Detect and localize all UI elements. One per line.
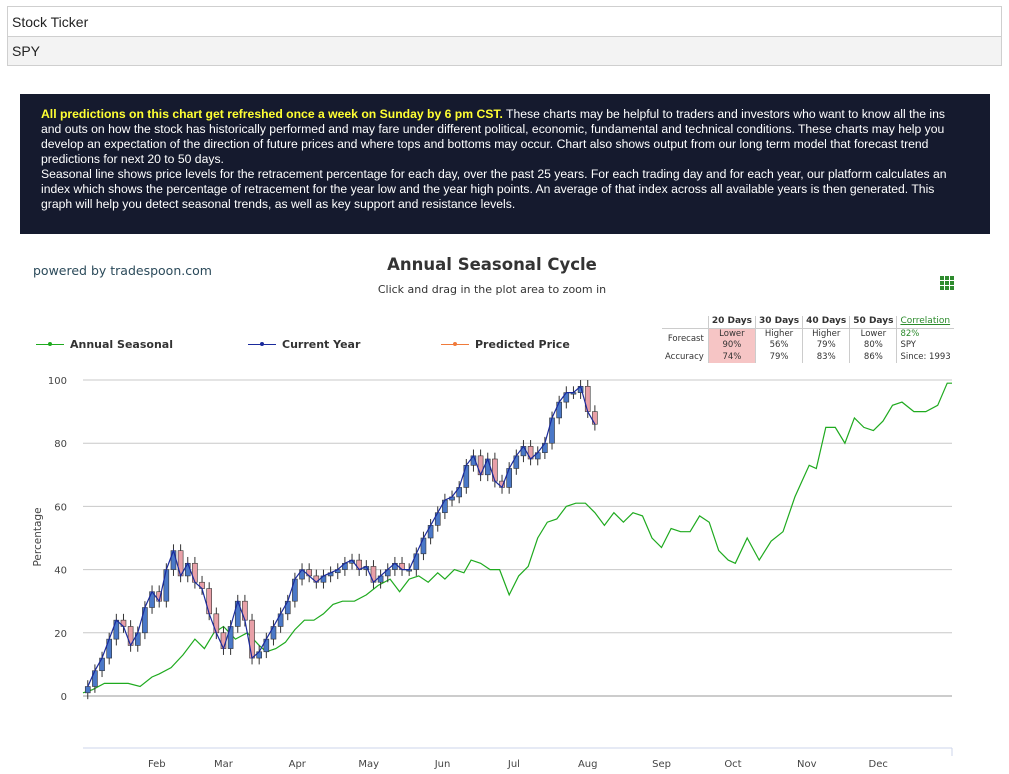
candle-body: [92, 670, 98, 687]
candle-body: [556, 401, 562, 419]
candle-body: [270, 626, 277, 640]
candle-body: [206, 588, 212, 615]
correlation-value: 82%: [896, 328, 954, 340]
accuracy-row-label: Accuracy: [665, 351, 704, 362]
grid-layer: [83, 379, 952, 697]
stock-ticker-input[interactable]: SPY: [7, 36, 1002, 66]
candle-body: [192, 562, 198, 583]
y-tick-label: 40: [54, 566, 67, 577]
candle-body: [442, 499, 448, 514]
candle-body: [106, 638, 112, 659]
series-layer: [82, 380, 952, 700]
candle-body: [170, 550, 177, 570]
y-tick-label: 60: [54, 502, 67, 513]
y-tick-label: 80: [54, 439, 67, 450]
legend-line-icon: [248, 342, 276, 346]
forecast-direction-20: Lower: [707, 328, 756, 340]
legend-label: Predicted Price: [475, 338, 570, 351]
x-tick-label: Jul: [507, 759, 520, 770]
chart-title: Annual Seasonal Cycle: [387, 255, 597, 274]
candle-body: [420, 537, 427, 555]
candle-body: [492, 458, 498, 482]
candle-body: [506, 468, 512, 488]
axis-layer: 0 20 40 60 80 100 Feb Mar Apr May Jun Jul Aug Sep Oct N…: [48, 376, 953, 770]
info-text-2: Seasonal line shows price levels for the…: [41, 167, 947, 211]
candle-body: [284, 600, 291, 615]
x-tick-label: Nov: [797, 759, 817, 770]
forecast-direction-50: Lower: [849, 328, 897, 340]
correlation-ticker: SPY: [896, 340, 954, 352]
header-20-days: 20 Days: [707, 316, 756, 329]
candle-body: [413, 553, 420, 570]
candle-body: [370, 566, 377, 583]
correlation-since: Since: 1993: [896, 351, 954, 363]
candle-body: [427, 525, 434, 539]
candle-body: [220, 632, 227, 649]
accuracy-50: 86%: [849, 351, 897, 363]
candle-body: [242, 600, 248, 621]
accuracy-20: 74%: [707, 351, 756, 363]
legend-current-year[interactable]: Current Year: [248, 338, 360, 351]
x-tick-label: Apr: [289, 759, 307, 770]
current-year-line: [87, 385, 596, 687]
header-30-days: 30 Days: [754, 316, 803, 329]
candle-body: [292, 578, 298, 602]
candle-body: [584, 386, 591, 412]
forecast-table: 20 Days 30 Days 40 Days 50 Days Correlat…: [662, 316, 954, 363]
grid-menu-icon[interactable]: [940, 276, 954, 290]
info-panel: All predictions on this chart get refres…: [20, 94, 990, 234]
stock-ticker-label: Stock Ticker: [7, 6, 1002, 37]
y-tick-label: 100: [48, 376, 67, 387]
info-text-1: These charts may be helpful to traders a…: [41, 107, 946, 166]
legend-annual-seasonal[interactable]: Annual Seasonal: [36, 338, 173, 351]
x-tick-label: Dec: [869, 759, 888, 770]
x-tick-label: Mar: [214, 759, 234, 770]
forecast-prob-40: 79%: [802, 340, 850, 352]
candle-body: [134, 632, 141, 646]
x-tick-label: Feb: [148, 759, 166, 770]
x-tick-label: Oct: [724, 759, 741, 770]
y-axis-label: Percentage: [32, 507, 44, 566]
x-tick-label: Sep: [652, 759, 671, 770]
y-tick-label: 20: [54, 629, 67, 640]
forecast-prob-50: 80%: [849, 340, 897, 352]
y-tick-label: 0: [61, 692, 67, 703]
candle-body: [113, 619, 120, 640]
candle-body: [249, 619, 255, 659]
candle-body: [592, 411, 598, 425]
accuracy-40: 83%: [802, 351, 850, 363]
refresh-notice: All predictions on this chart get refres…: [41, 107, 503, 121]
header-40-days: 40 Days: [802, 316, 850, 329]
candle-body: [163, 569, 170, 602]
forecast-prob-20: 90%: [707, 340, 756, 352]
accuracy-30: 79%: [754, 351, 803, 363]
legend-label: Annual Seasonal: [70, 338, 173, 351]
candle-body: [184, 562, 191, 577]
correlation-link[interactable]: Correlation: [896, 316, 954, 329]
x-tick-label: Jun: [434, 759, 451, 770]
legend-line-icon: [36, 342, 64, 346]
forecast-prob-30: 56%: [754, 340, 803, 352]
legend-label: Current Year: [282, 338, 361, 351]
x-tick-label: Aug: [578, 759, 598, 770]
legend-line-icon: [441, 342, 469, 346]
chart-subtitle: Click and drag in the plot area to zoom …: [377, 283, 607, 296]
candle-body: [549, 417, 555, 444]
forecast-row-label: Forecast: [667, 334, 704, 345]
header-50-days: 50 Days: [849, 316, 897, 329]
forecast-direction-40: Higher: [802, 328, 850, 340]
legend-predicted-price[interactable]: Predicted Price: [441, 338, 570, 351]
candle-body: [84, 686, 91, 694]
candle-body: [142, 607, 148, 634]
x-tick-label: May: [358, 759, 379, 770]
forecast-direction-30: Higher: [754, 328, 803, 340]
candle-body: [213, 613, 220, 634]
powered-by: powered by tradespoon.com: [33, 263, 212, 278]
candle-body: [227, 626, 234, 649]
annual-seasonal-line: [82, 382, 952, 694]
candle-body: [463, 465, 470, 488]
